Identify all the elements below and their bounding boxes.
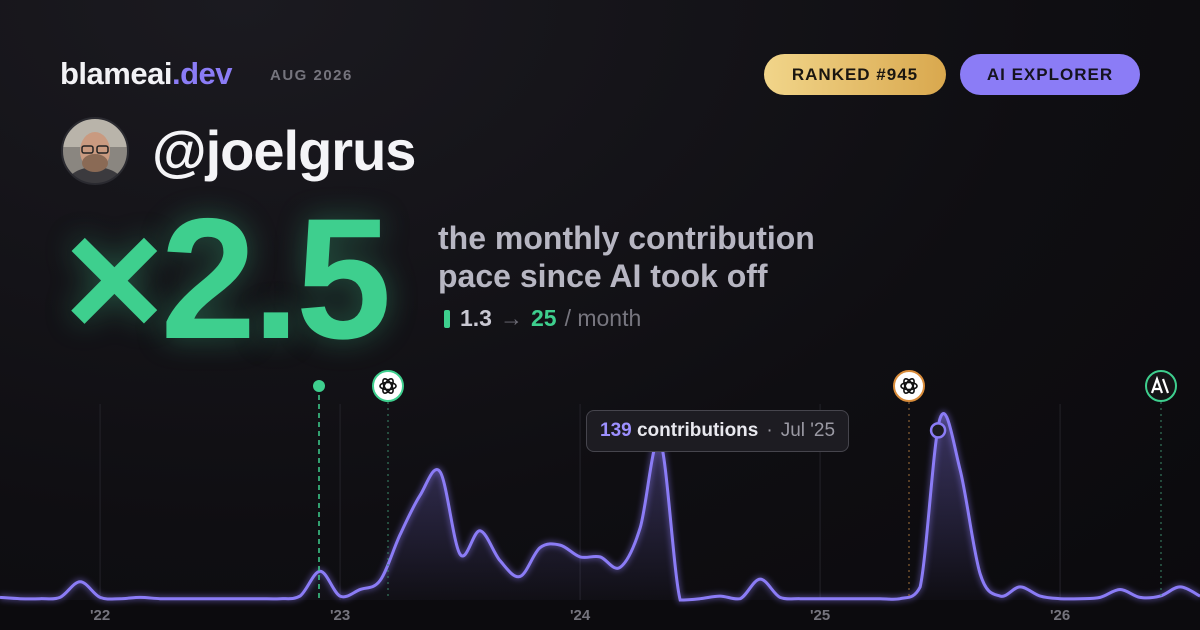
openai-icon [372, 370, 404, 402]
x-tick-label: '24 [570, 607, 591, 624]
description: pace since AI took off [438, 258, 768, 294]
brand-name: blameai [60, 56, 172, 91]
rank-badge[interactable]: RANKED #945 [764, 54, 946, 95]
rate: 1.3 → 25 / month [438, 305, 641, 332]
openai-logo [900, 378, 918, 394]
x-axis: '22 '23 '24 '25 '26 [90, 607, 1070, 624]
rate-from: 1.3 [460, 305, 492, 331]
rate-icon [444, 310, 450, 328]
anthropic-logo [1150, 375, 1170, 394]
multiplier: ×2.5 [64, 183, 392, 375]
brand: blameai.dev [60, 56, 232, 92]
event-markers [313, 370, 1177, 600]
tooltip: 139 contributions · Jul '25 [586, 410, 850, 452]
x-tick-label: '25 [810, 607, 830, 624]
axis-band [0, 600, 1200, 630]
highlight-point [929, 422, 947, 439]
rate-to: 25 [530, 305, 557, 331]
x-tick-label: '23 [330, 607, 350, 624]
tooltip-separator: · [766, 420, 773, 441]
ai-start-dot [313, 380, 325, 392]
anthropic-icon [1145, 370, 1177, 402]
x-tick-label: '22 [90, 607, 110, 624]
brand-tld: .dev [171, 56, 233, 91]
tooltip-value: 139 [600, 420, 632, 441]
rate-arrow: → [499, 305, 523, 331]
line [0, 412, 1200, 602]
area [0, 413, 1200, 600]
rate-unit: / month [564, 305, 642, 331]
avatar [61, 117, 129, 185]
x-tick-label: '26 [1050, 607, 1070, 624]
plot [0, 404, 1200, 630]
description: the monthly contribution [438, 220, 815, 256]
tier-badge[interactable]: AI EXPLORER [960, 54, 1140, 95]
handle: @joelgrus [152, 119, 416, 182]
openai-icon [893, 370, 925, 402]
tooltip-label: contributions [636, 420, 759, 441]
period: AUG 2026 [270, 67, 353, 84]
tooltip-date: Jul '25 [780, 420, 836, 441]
openai-logo [379, 378, 397, 394]
